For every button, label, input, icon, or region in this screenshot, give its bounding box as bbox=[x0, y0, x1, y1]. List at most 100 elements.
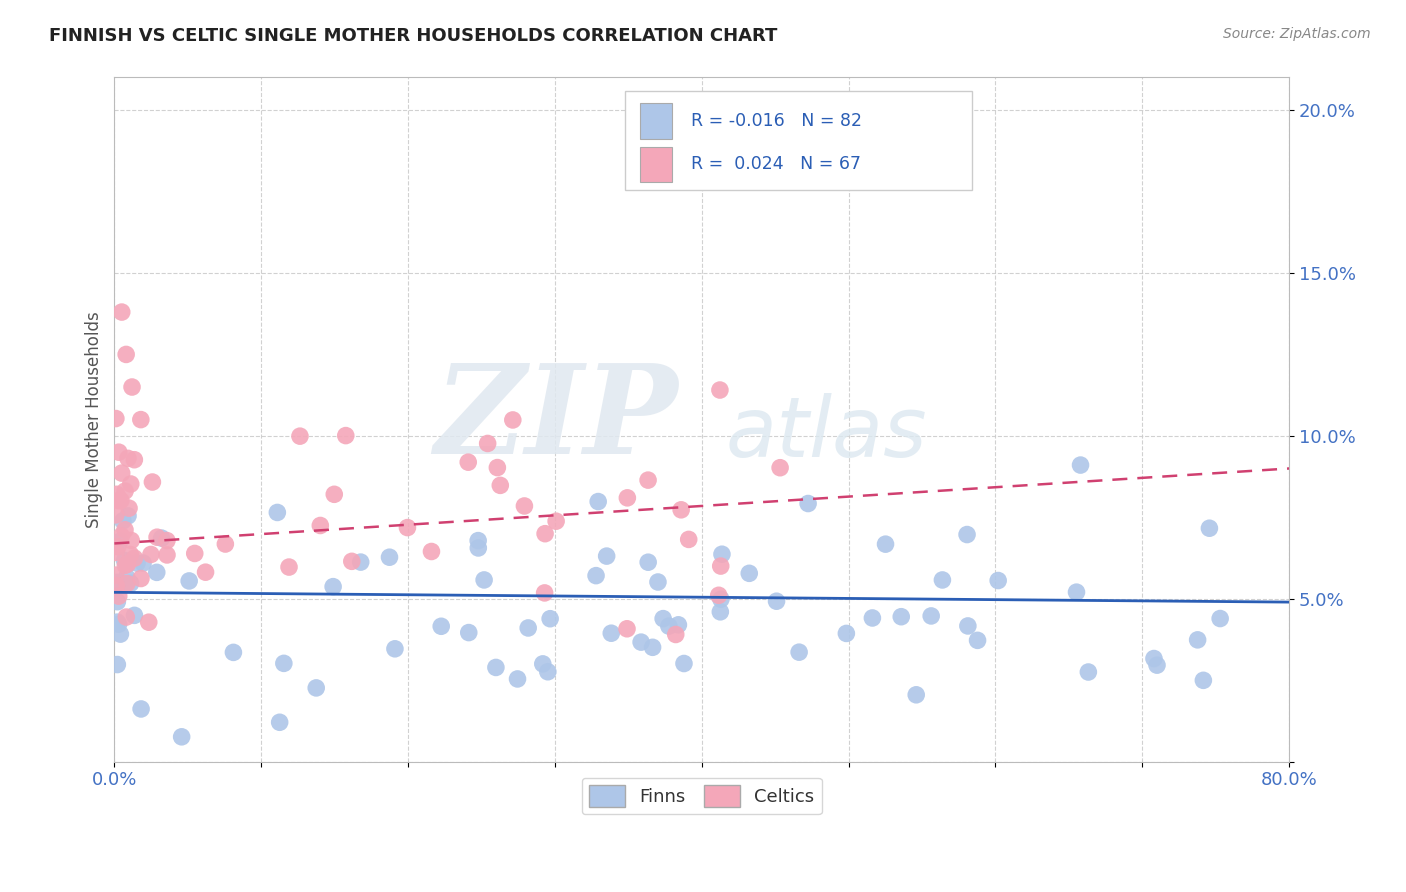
Point bbox=[860, 611, 883, 625]
Point bbox=[616, 622, 638, 636]
Point bbox=[115, 610, 138, 624]
Point bbox=[1066, 585, 1088, 599]
Point bbox=[1192, 673, 1215, 688]
Point bbox=[658, 619, 681, 633]
Point bbox=[150, 531, 173, 545]
Point bbox=[489, 478, 512, 492]
Point bbox=[835, 626, 858, 640]
Point bbox=[1187, 632, 1209, 647]
Point bbox=[125, 556, 148, 570]
Point bbox=[1070, 458, 1092, 472]
Point bbox=[115, 347, 138, 361]
Point bbox=[537, 665, 560, 679]
Legend: Finns, Celtics: Finns, Celtics bbox=[582, 778, 821, 814]
Point bbox=[322, 580, 344, 594]
Point bbox=[647, 574, 669, 589]
Point bbox=[517, 621, 540, 635]
Point bbox=[335, 428, 357, 442]
Point bbox=[107, 540, 129, 554]
Point bbox=[905, 688, 928, 702]
Point bbox=[350, 555, 373, 569]
Point bbox=[1143, 651, 1166, 665]
Point bbox=[104, 545, 127, 559]
Point bbox=[114, 558, 136, 573]
Point bbox=[486, 460, 509, 475]
Point bbox=[956, 527, 979, 541]
Text: ZIP: ZIP bbox=[434, 359, 678, 481]
Point bbox=[115, 576, 138, 591]
Point bbox=[710, 547, 733, 561]
Point bbox=[678, 533, 700, 547]
Point bbox=[477, 436, 499, 450]
Point bbox=[710, 559, 733, 574]
Point bbox=[931, 573, 953, 587]
Point bbox=[1198, 521, 1220, 535]
Point bbox=[641, 640, 664, 655]
Point bbox=[305, 681, 328, 695]
Point bbox=[586, 494, 609, 508]
Point bbox=[170, 730, 193, 744]
Point bbox=[115, 570, 138, 584]
Point bbox=[141, 475, 163, 489]
Point bbox=[138, 615, 160, 630]
Point bbox=[707, 588, 730, 602]
Point bbox=[769, 460, 792, 475]
Point bbox=[531, 657, 554, 671]
Text: Source: ZipAtlas.com: Source: ZipAtlas.com bbox=[1223, 27, 1371, 41]
Point bbox=[278, 560, 301, 574]
Point bbox=[472, 573, 495, 587]
Point bbox=[506, 672, 529, 686]
Point bbox=[709, 605, 731, 619]
Point bbox=[288, 429, 311, 443]
FancyBboxPatch shape bbox=[626, 91, 972, 190]
Point bbox=[111, 466, 134, 480]
Bar bbox=[640, 146, 672, 182]
Point bbox=[129, 702, 152, 716]
Point bbox=[467, 533, 489, 548]
Point bbox=[124, 551, 146, 566]
Point bbox=[538, 612, 561, 626]
Point bbox=[194, 565, 217, 579]
Point bbox=[107, 617, 129, 632]
Point bbox=[179, 574, 201, 588]
Point bbox=[920, 609, 942, 624]
Point bbox=[378, 550, 401, 565]
Point bbox=[104, 411, 127, 425]
Text: FINNISH VS CELTIC SINGLE MOTHER HOUSEHOLDS CORRELATION CHART: FINNISH VS CELTIC SINGLE MOTHER HOUSEHOL… bbox=[49, 27, 778, 45]
Point bbox=[309, 518, 332, 533]
Point bbox=[585, 568, 607, 582]
Point bbox=[797, 496, 820, 510]
Y-axis label: Single Mother Households: Single Mother Households bbox=[86, 311, 103, 528]
Point bbox=[110, 493, 132, 508]
Point bbox=[104, 508, 127, 522]
Point bbox=[890, 609, 912, 624]
Point bbox=[668, 617, 690, 632]
Point bbox=[139, 548, 162, 562]
Point bbox=[120, 533, 142, 548]
Point bbox=[430, 619, 453, 633]
Point bbox=[156, 548, 179, 562]
Point bbox=[534, 526, 557, 541]
Point bbox=[987, 574, 1010, 588]
Point bbox=[1209, 611, 1232, 625]
Point bbox=[146, 530, 169, 544]
Point bbox=[600, 626, 623, 640]
Point bbox=[117, 508, 139, 523]
Point bbox=[117, 557, 139, 571]
Point bbox=[105, 579, 128, 593]
Point bbox=[672, 657, 695, 671]
Point bbox=[616, 491, 638, 505]
Point bbox=[117, 451, 139, 466]
Point bbox=[384, 641, 406, 656]
Point bbox=[266, 505, 288, 519]
Point bbox=[107, 493, 129, 508]
Point bbox=[214, 537, 236, 551]
Point bbox=[129, 412, 152, 426]
Point bbox=[115, 557, 138, 571]
Point bbox=[710, 592, 733, 607]
Point bbox=[108, 445, 131, 459]
Point bbox=[108, 534, 131, 549]
Point bbox=[875, 537, 897, 551]
Point bbox=[105, 487, 128, 501]
Point bbox=[184, 546, 207, 560]
